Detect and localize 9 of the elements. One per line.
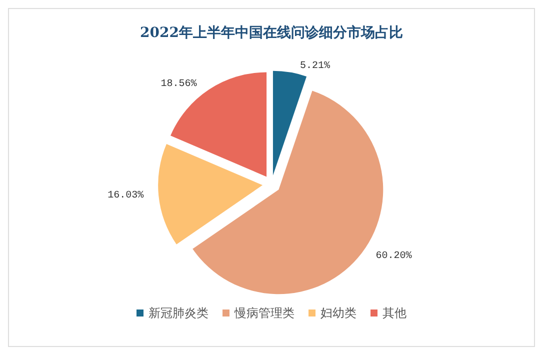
legend-label: 妇幼类 — [320, 306, 356, 320]
legend-label: 其他 — [382, 306, 406, 320]
legend-label: 慢病管理类 — [234, 306, 294, 320]
data-label: 16.03% — [108, 190, 144, 202]
legend-label: 新冠肺炎类 — [148, 306, 208, 320]
chart-title: 2022年上半年中国在线问诊细分市场占比 — [140, 24, 403, 41]
data-label: 5.21% — [300, 60, 330, 72]
data-label: 60.20% — [376, 250, 412, 262]
data-label: 18.56% — [160, 79, 197, 90]
